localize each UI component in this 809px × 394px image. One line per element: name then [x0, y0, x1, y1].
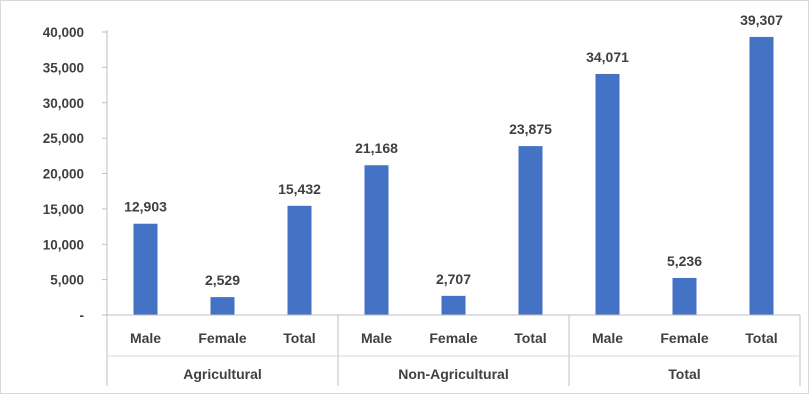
y-axis: - 5,000 10,000 15,000 20,000 25,000 30,000 35,0… [43, 25, 108, 323]
y-tick-label: 15,000 [43, 202, 84, 217]
x-axis: Male Female Total Agricultural Male Female Tot… [106, 314, 801, 386]
x-category-label: Male [130, 330, 161, 346]
y-tick-label: 30,000 [43, 96, 84, 111]
bar [133, 223, 158, 315]
bar [210, 297, 235, 315]
y-tick-label: 10,000 [43, 237, 84, 252]
data-label: 2,529 [205, 272, 240, 288]
x-group-label: Agricultural [183, 366, 262, 382]
y-tick-label: 25,000 [43, 131, 84, 146]
x-category-label: Female [660, 330, 708, 346]
x-category-label: Total [283, 330, 315, 346]
x-group-label: Non-Agricultural [398, 366, 508, 382]
x-category-label: Male [361, 330, 392, 346]
data-label: 34,071 [586, 49, 629, 65]
bars [133, 36, 774, 315]
x-category-label: Female [198, 330, 246, 346]
y-tick-label: 35,000 [43, 60, 84, 75]
x-category-label: Total [745, 330, 777, 346]
x-group-label: Total [668, 366, 700, 382]
data-label: 2,707 [436, 271, 471, 287]
data-label: 21,168 [355, 140, 398, 156]
y-tick-label: 40,000 [43, 25, 84, 40]
y-tick-label: 20,000 [43, 167, 84, 182]
data-labels: 12,903 2,529 15,432 21,168 2,707 23,875 34,071… [124, 12, 783, 288]
bar [595, 73, 620, 315]
data-label: 12,903 [124, 199, 167, 215]
bar [672, 277, 697, 315]
bar [749, 36, 774, 315]
x-category-label: Total [514, 330, 546, 346]
bar [287, 205, 312, 315]
data-label: 5,236 [667, 253, 702, 269]
y-tick-label: 5,000 [50, 273, 84, 288]
bar [364, 165, 389, 315]
bar [518, 146, 543, 315]
data-label: 39,307 [740, 12, 783, 28]
bar [441, 295, 466, 315]
x-category-label: Male [592, 330, 623, 346]
data-label: 15,432 [278, 181, 321, 197]
y-tick-label: - [80, 308, 85, 323]
data-label: 23,875 [509, 121, 552, 137]
x-category-label: Female [429, 330, 477, 346]
